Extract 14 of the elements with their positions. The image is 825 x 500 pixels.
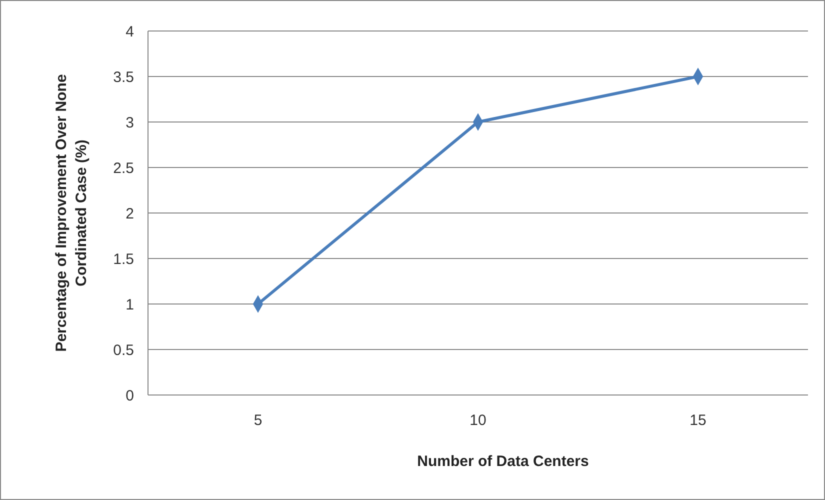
x-tick-label: 5	[254, 412, 262, 429]
x-axis-title: Number of Data Centers	[417, 453, 589, 470]
y-tick-label: 0	[126, 387, 134, 404]
y-tick-label: 1.5	[113, 250, 134, 268]
y-tick-label: 3.5	[113, 68, 134, 86]
y-tick-label: 3	[126, 114, 134, 132]
y-tick-label: 2	[126, 205, 134, 222]
x-tick-label: 10	[470, 412, 486, 429]
y-axis-title: Percentage of Improvement Over None Cordinated Case (%)	[53, 74, 90, 352]
y-tick-label: 0.5	[113, 342, 134, 359]
y-tick-label: 2.5	[113, 160, 134, 177]
y-tick-label: 1	[126, 296, 134, 314]
x-tick-label: 15	[690, 412, 706, 429]
y-tick-label: 4	[126, 23, 134, 40]
